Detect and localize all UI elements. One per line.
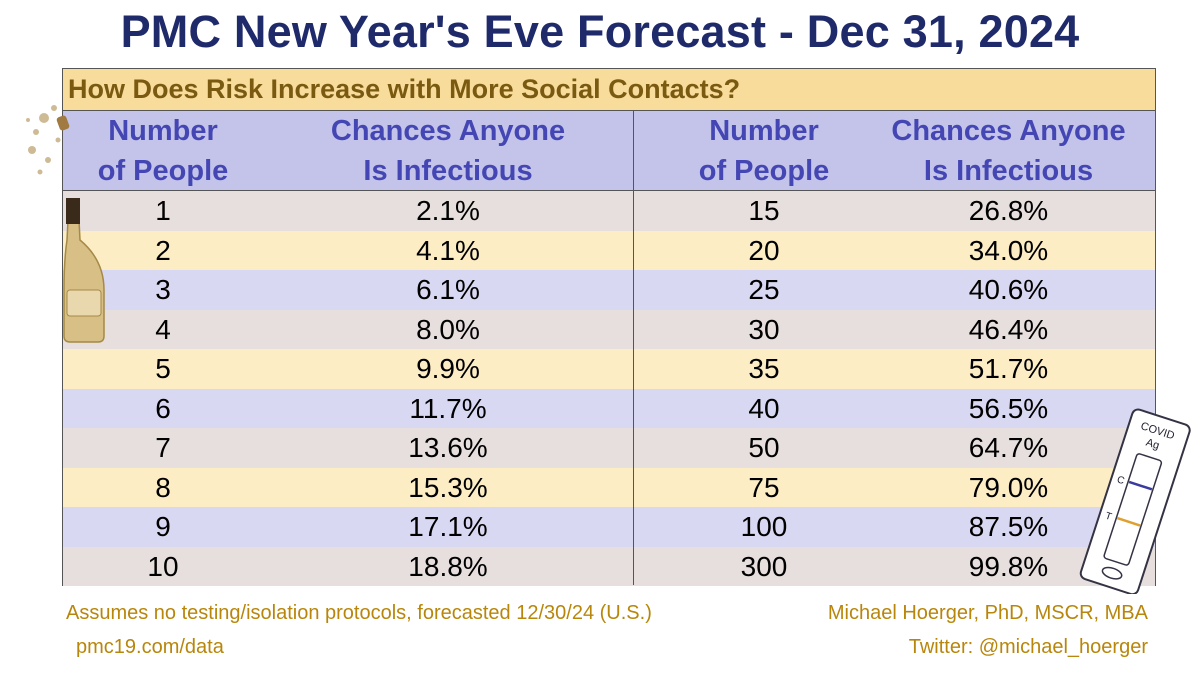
- table-row: 3 6.1% 25 40.6%: [63, 270, 1155, 310]
- cell-chance-left: 8.0%: [416, 313, 480, 345]
- page-title: PMC New Year's Eve Forecast - Dec 31, 20…: [120, 6, 1080, 57]
- column-divider: [633, 111, 634, 585]
- footnote: Assumes no testing/isolation protocols, …: [66, 602, 652, 624]
- cell-number-right: 300: [740, 550, 788, 582]
- cell-chance-right: 51.7%: [968, 353, 1049, 384]
- covid-test-icon: COVID Ag C T: [1079, 408, 1191, 594]
- table-row: 4 8.0% 30 46.4%: [63, 309, 1155, 349]
- cell-number-right: 40: [748, 392, 780, 424]
- cell-chance-left: 2.1%: [416, 195, 480, 226]
- cell-number-left: 10: [147, 550, 179, 582]
- cell-chance-right: 56.5%: [968, 392, 1049, 424]
- cell-number-left: 6: [155, 392, 171, 424]
- table-row: 6 11.7% 40 56.5%: [63, 388, 1155, 428]
- table-row: 9 17.1% 100 87.5%: [63, 507, 1155, 547]
- header-text: Is Infectious: [363, 155, 533, 187]
- table-subtitle: How Does Risk Increase with More Social …: [63, 69, 1155, 111]
- table-row: 5 9.9% 35 51.7%: [63, 349, 1155, 389]
- cell-number-right: 100: [740, 511, 788, 542]
- header-text: Is Infectious: [923, 155, 1094, 187]
- cell-number-right: 25: [748, 274, 780, 305]
- cell-chance-left: 13.6%: [408, 432, 488, 463]
- header-text: Number: [108, 115, 218, 147]
- header-number-right: Number of People: [634, 111, 894, 191]
- author-credit: Michael Hoerger, PhD, MSCR, MBA: [827, 602, 1148, 624]
- risk-table: How Does Risk Increase with More Social …: [62, 68, 1156, 586]
- table-row: 2 4.1% 20 34.0%: [63, 230, 1155, 270]
- cell-number-left: 7: [155, 432, 171, 463]
- cell-number-left: 2: [155, 234, 171, 266]
- cell-number-right: 75: [748, 471, 780, 503]
- cell-chance-right: 99.8%: [968, 550, 1049, 582]
- header-chance-right: Chances Anyone Is Infectious: [871, 111, 1146, 191]
- header-text: Chances Anyone: [891, 115, 1126, 147]
- cell-chance-right: 46.4%: [968, 313, 1049, 345]
- cell-chance-right: 34.0%: [968, 234, 1049, 266]
- twitter-handle[interactable]: Twitter: @michael_hoerger: [908, 636, 1148, 658]
- header-text: of People: [97, 155, 229, 187]
- cell-number-left: 4: [155, 313, 171, 345]
- cell-number-left: 5: [155, 353, 171, 384]
- cell-chance-left: 18.8%: [408, 550, 488, 582]
- cell-chance-right: 40.6%: [968, 274, 1049, 305]
- header-text: Number: [709, 115, 819, 147]
- cell-number-left: 8: [155, 471, 171, 503]
- header-chance-left: Chances Anyone Is Infectious: [263, 111, 633, 191]
- cell-number-right: 35: [748, 353, 780, 384]
- header-number-left: Number of People: [63, 111, 263, 191]
- cell-number-right: 15: [748, 195, 780, 226]
- cell-number-right: 30: [748, 313, 780, 345]
- table-header: Number of People Chances Anyone Is Infec…: [63, 111, 1155, 191]
- table-row: 10 18.8% 300 99.8%: [63, 546, 1155, 586]
- header-text: Chances Anyone: [330, 115, 566, 147]
- table-row: 1 2.1% 15 26.8%: [63, 191, 1155, 231]
- champagne-bottle-icon: [26, 105, 105, 343]
- cell-chance-left: 15.3%: [408, 471, 488, 503]
- cell-number-left: 1: [155, 195, 171, 226]
- cell-chance-left: 11.7%: [409, 392, 487, 424]
- cell-chance-right: 26.8%: [968, 195, 1049, 226]
- cell-number-left: 3: [155, 274, 171, 305]
- table-row: 7 13.6% 50 64.7%: [63, 428, 1155, 468]
- cell-number-left: 9: [155, 511, 171, 542]
- test-label-t: T: [1104, 511, 1113, 523]
- cell-chance-left: 6.1%: [416, 274, 480, 305]
- cell-number-right: 20: [748, 234, 780, 266]
- cell-chance-right: 64.7%: [968, 432, 1049, 463]
- cell-chance-left: 9.9%: [416, 353, 480, 384]
- cell-chance-left: 17.1%: [408, 511, 488, 542]
- table-row: 8 15.3% 75 79.0%: [63, 467, 1155, 507]
- cell-number-right: 50: [748, 432, 780, 463]
- cell-chance-left: 4.1%: [416, 234, 480, 266]
- cell-chance-right: 87.5%: [968, 511, 1049, 542]
- source-url[interactable]: pmc19.com/data: [76, 636, 224, 658]
- test-label-ag: Ag: [1144, 437, 1161, 453]
- cell-chance-right: 79.0%: [968, 471, 1049, 503]
- header-text: of People: [698, 155, 830, 187]
- test-label-c: C: [1116, 474, 1126, 487]
